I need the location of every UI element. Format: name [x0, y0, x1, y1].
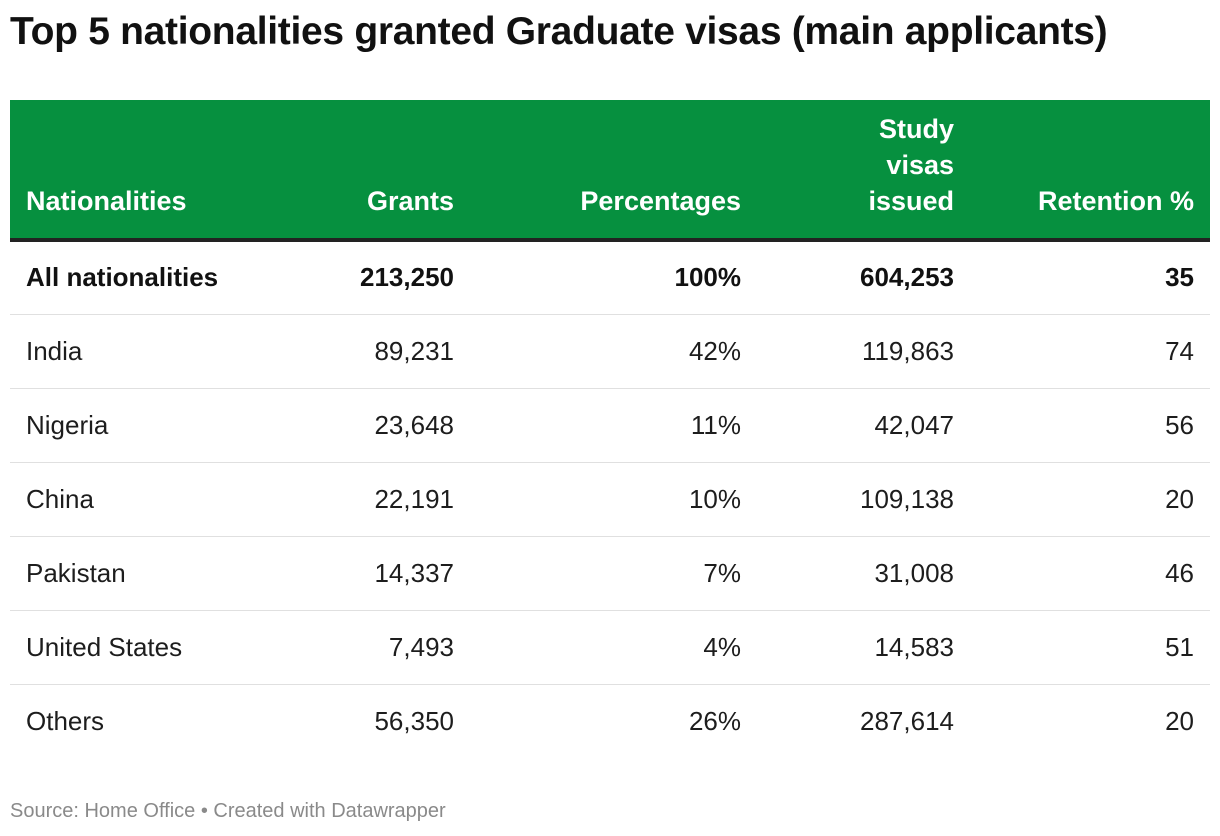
- column-header-percentages[interactable]: Percentages: [470, 100, 757, 242]
- column-header-label-line: issued: [868, 186, 954, 216]
- cell-study-visas: 31,008: [757, 536, 970, 611]
- cell-grants: 7,493: [280, 610, 470, 685]
- cell-nationality: Pakistan: [10, 536, 280, 611]
- cell-study-visas: 119,863: [757, 314, 970, 389]
- cell-percentage: 11%: [470, 388, 757, 463]
- cell-nationality: China: [10, 462, 280, 537]
- cell-retention: 74: [970, 314, 1210, 389]
- column-header-label: Study visas issued: [868, 111, 954, 219]
- cell-percentage: 10%: [470, 462, 757, 537]
- table-row: Others 56,350 26% 287,614 20: [10, 684, 1210, 758]
- cell-grants: 23,648: [280, 388, 470, 463]
- cell-grants: 213,250: [280, 240, 470, 315]
- cell-percentage: 7%: [470, 536, 757, 611]
- column-header-label: Nationalities: [26, 186, 187, 216]
- cell-nationality: Nigeria: [10, 388, 280, 463]
- cell-percentage: 4%: [470, 610, 757, 685]
- column-header-label: Retention %: [1037, 186, 1194, 216]
- table-row: China 22,191 10% 109,138 20: [10, 462, 1210, 537]
- table-row: India 89,231 42% 119,863 74: [10, 314, 1210, 389]
- table-row: Nigeria 23,648 11% 42,047 56: [10, 388, 1210, 463]
- cell-nationality: United States: [10, 610, 280, 685]
- cell-nationality: Others: [26, 705, 105, 736]
- source-note: Source: Home Office • Created with Dataw…: [10, 800, 446, 822]
- column-header-study-visas-issued[interactable]: Study visas issued: [757, 100, 970, 242]
- table-row: United States 7,493 4% 14,583 51: [10, 610, 1210, 685]
- cell-grants: 14,337: [280, 536, 470, 611]
- cell-percentage: 42%: [470, 314, 757, 389]
- table-header: Nationalities Grants Percentages Study v…: [10, 100, 1210, 242]
- column-header-grants[interactable]: Grants: [280, 100, 470, 242]
- data-table: Nationalities Grants Percentages Study v…: [10, 100, 1210, 758]
- cell-study-visas: 14,583: [757, 610, 970, 685]
- column-header-label-line: visas: [886, 150, 954, 180]
- cell-percentage: 26%: [688, 705, 741, 736]
- cell-retention: 56: [970, 388, 1210, 463]
- cell-retention: 35: [970, 240, 1210, 315]
- cell-nationality: India: [10, 314, 280, 389]
- table-body: All nationalities 213,250 100% 604,253 35 Ind…: [10, 240, 1210, 758]
- cell-study-visas: 109,138: [757, 462, 970, 537]
- cell-retention: 20: [1165, 705, 1194, 736]
- cell-nationality: All nationalities: [10, 240, 280, 315]
- table-row: Pakistan 14,337 7% 31,008 46: [10, 536, 1210, 611]
- cell-study-visas: 42,047: [757, 388, 970, 463]
- column-header-retention[interactable]: Retention %: [970, 100, 1210, 242]
- cell-retention: 51: [970, 610, 1210, 685]
- cell-study-visas: 604,253: [757, 240, 970, 315]
- column-header-label-line: Study: [878, 114, 954, 144]
- cell-grants: 56,350: [374, 705, 454, 736]
- cell-retention: 20: [970, 462, 1210, 537]
- header-row: Nationalities Grants Percentages Study v…: [10, 100, 1210, 242]
- column-header-label: Grants: [366, 186, 454, 216]
- cell-retention: 46: [970, 536, 1210, 611]
- cell-grants: 89,231: [280, 314, 470, 389]
- column-header-nationalities[interactable]: Nationalities: [10, 100, 280, 242]
- column-header-label: Percentages: [580, 186, 741, 216]
- cell-grants: 22,191: [280, 462, 470, 537]
- chart-title: Top 5 nationalities granted Graduate vis…: [10, 10, 1108, 53]
- table-row: All nationalities 213,250 100% 604,253 35: [10, 240, 1210, 315]
- cell-study-visas: 287,614: [860, 705, 954, 736]
- cell-percentage: 100%: [470, 240, 757, 315]
